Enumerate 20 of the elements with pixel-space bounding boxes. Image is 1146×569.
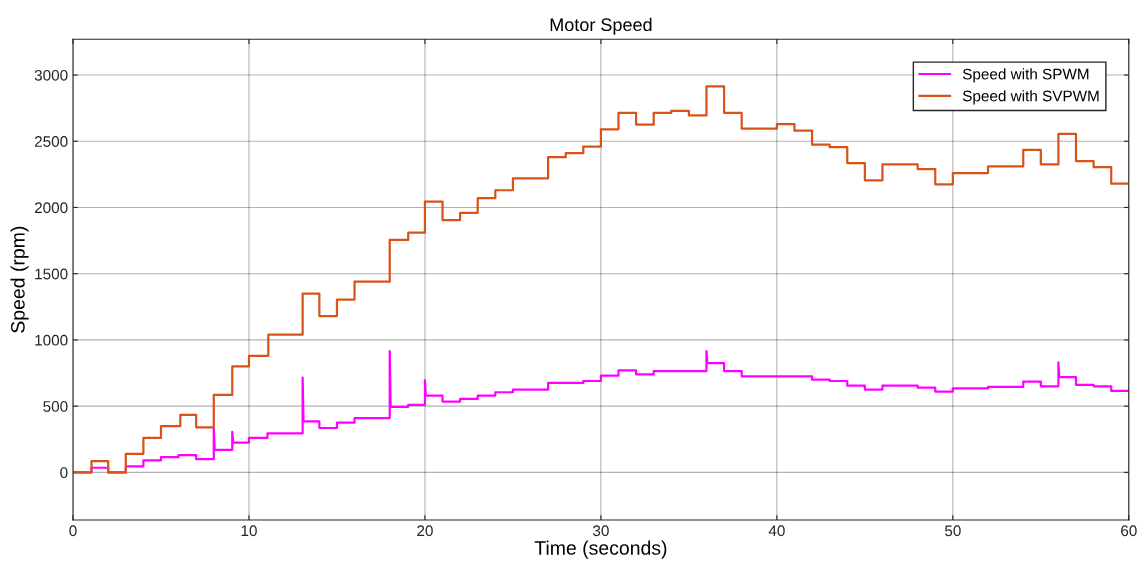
y-tick-label: 3000 (34, 69, 68, 81)
x-tick-label: 50 (944, 525, 961, 537)
y-tick-label: 2500 (34, 136, 68, 147)
x-tick-label: 0 (69, 525, 77, 537)
x-tick-label: 40 (768, 525, 785, 537)
y-tick-label: 500 (43, 401, 68, 412)
x-tick-label: 60 (1121, 525, 1137, 537)
x-tick-label: 30 (592, 525, 609, 537)
x-tick-label: 20 (417, 525, 433, 537)
legend-label: Speed with SVPWM (962, 90, 1099, 105)
line-series (73, 85, 1129, 474)
chart-title: Motor Speed (550, 17, 652, 35)
x-axis-title: Time (seconds) (534, 540, 667, 559)
y-axis-title: Speed (rpm) (10, 226, 29, 333)
x-tick-label: 10 (241, 525, 257, 537)
y-tick-label: 2000 (34, 202, 68, 214)
y-tick-label: 1500 (35, 268, 68, 280)
y-tick-label: 0 (60, 467, 68, 479)
legend-label: Speed with SPWM (962, 68, 1089, 83)
y-tick-label: 1000 (35, 334, 68, 346)
